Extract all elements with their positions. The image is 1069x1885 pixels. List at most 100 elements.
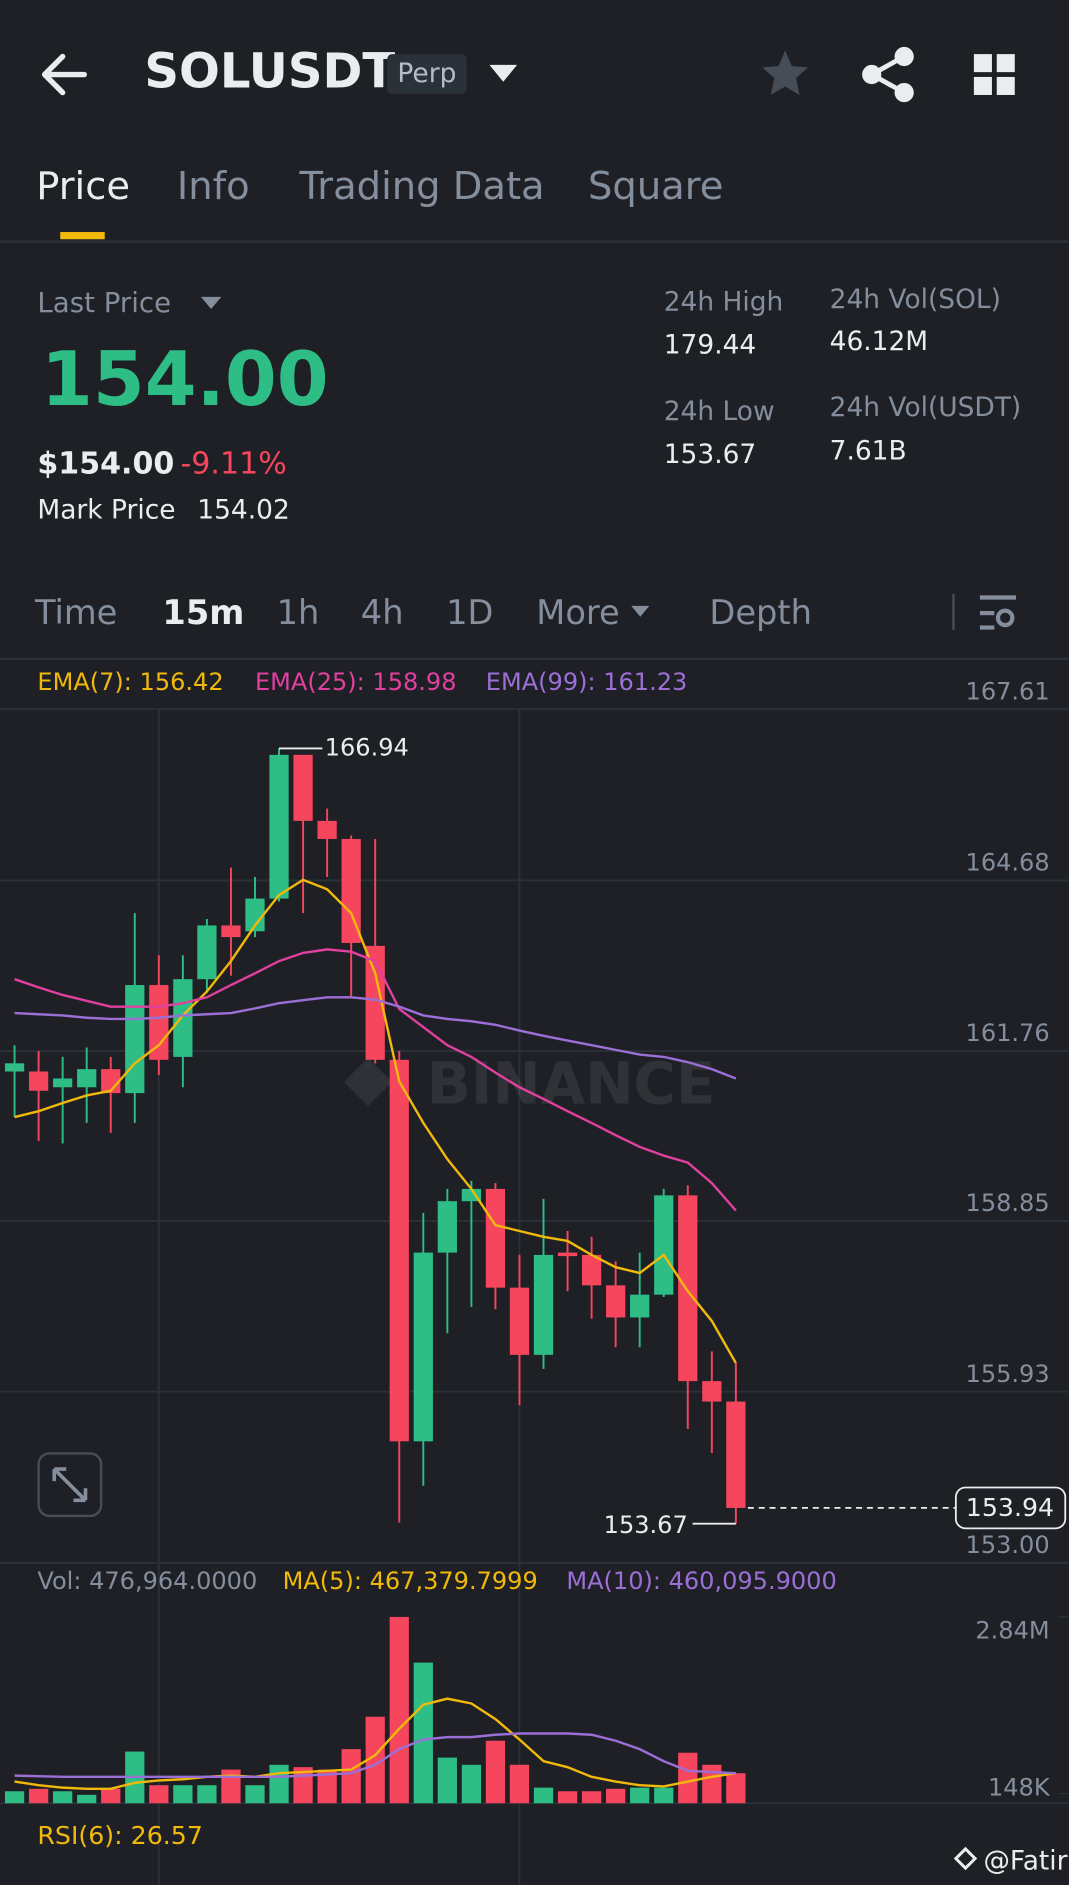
volume-bar bbox=[581, 1791, 602, 1804]
tab[interactable]: Square bbox=[588, 164, 723, 209]
interval[interactable]: Depth bbox=[709, 593, 812, 632]
volume-bar bbox=[437, 1757, 457, 1804]
badge-bg bbox=[387, 54, 467, 94]
volume-bar bbox=[389, 1616, 409, 1804]
tab[interactable]: Trading Data bbox=[298, 164, 544, 209]
mark-price-label: Mark Price bbox=[37, 494, 175, 525]
price-change: -9.11% bbox=[180, 447, 286, 482]
y-tick-label: 158.85 bbox=[966, 1189, 1050, 1217]
last-price-label: Last Price bbox=[37, 286, 171, 319]
volume-bar bbox=[101, 1788, 121, 1804]
volume-bar bbox=[53, 1791, 73, 1804]
interval[interactable]: 1h bbox=[277, 593, 320, 632]
y-tick-label: 167.61 bbox=[966, 677, 1050, 705]
interval[interactable]: More bbox=[536, 593, 619, 632]
candle-body bbox=[389, 1059, 409, 1442]
last-price-dropdown[interactable] bbox=[200, 296, 222, 309]
symbol: SOLUSDT bbox=[144, 44, 395, 100]
candle-body bbox=[293, 754, 313, 821]
candle-body bbox=[341, 838, 361, 943]
stat-label: 24h High bbox=[664, 286, 784, 317]
stat-value: 179.44 bbox=[664, 330, 757, 361]
badge: Perp bbox=[397, 58, 456, 89]
candle-body bbox=[726, 1401, 746, 1508]
stat-label: 24h Low bbox=[664, 396, 775, 427]
credit: @Fatir bbox=[953, 1846, 1068, 1877]
volume-bar bbox=[726, 1773, 746, 1804]
candle-body bbox=[221, 925, 241, 938]
candle-body bbox=[365, 945, 385, 1060]
tab[interactable]: Info bbox=[177, 164, 250, 209]
volume-bar bbox=[702, 1764, 722, 1804]
candle-body bbox=[413, 1252, 433, 1442]
interval[interactable]: Time bbox=[34, 593, 117, 632]
interval[interactable]: 1D bbox=[446, 593, 493, 632]
back-button[interactable] bbox=[41, 53, 87, 96]
y-tick-label: 153.00 bbox=[966, 1531, 1050, 1559]
interval[interactable]: 15m bbox=[162, 593, 244, 632]
legend-entry: MA(5): 467,379.7999 bbox=[283, 1567, 538, 1595]
last-price-box bbox=[954, 1486, 1067, 1530]
expand-button[interactable] bbox=[37, 1452, 103, 1518]
symbol-dropdown[interactable] bbox=[489, 64, 518, 82]
volume-bar bbox=[149, 1785, 169, 1804]
candle-body bbox=[630, 1294, 650, 1318]
volume-bar bbox=[269, 1764, 289, 1804]
y-tick-label: 148K bbox=[988, 1774, 1051, 1802]
more-dropdown[interactable] bbox=[631, 605, 650, 617]
y-tick-label: 2.84M bbox=[975, 1616, 1049, 1644]
mark-price: 154.02 bbox=[197, 494, 290, 525]
candle-body bbox=[28, 1071, 49, 1091]
candle-body bbox=[53, 1078, 73, 1088]
tab[interactable]: Price bbox=[36, 164, 130, 209]
interval[interactable]: 4h bbox=[361, 593, 404, 632]
volume-bar bbox=[365, 1716, 385, 1804]
share-icon[interactable] bbox=[862, 46, 914, 103]
favorite-icon[interactable] bbox=[762, 50, 808, 95]
credit-text: @Fatir bbox=[984, 1846, 1068, 1877]
candle-body bbox=[197, 925, 217, 980]
volume-bar bbox=[630, 1787, 650, 1804]
layout-icon[interactable] bbox=[973, 54, 1015, 95]
settings-icon[interactable] bbox=[979, 595, 1016, 630]
volume-bar bbox=[197, 1785, 217, 1804]
ma-line bbox=[14, 1697, 737, 1791]
last-price: 154.00 bbox=[41, 336, 329, 423]
volume-bar bbox=[317, 1769, 337, 1804]
high-label: 166.94 bbox=[325, 733, 409, 761]
y-tick-label: 164.68 bbox=[966, 849, 1050, 877]
candle-body bbox=[702, 1381, 722, 1402]
volume-bar bbox=[77, 1794, 97, 1804]
ema-line bbox=[14, 878, 737, 1364]
candle-body bbox=[581, 1254, 602, 1286]
usd-price: $154.00 bbox=[37, 447, 174, 482]
legend-entry: EMA(25): 158.98 bbox=[255, 668, 457, 696]
candle-body bbox=[678, 1195, 698, 1382]
candle-body bbox=[557, 1252, 578, 1257]
stat-value: 153.67 bbox=[664, 439, 757, 470]
low-label: 153.67 bbox=[604, 1511, 688, 1539]
volume-bar bbox=[557, 1791, 578, 1804]
watermark: BINANCE bbox=[343, 1050, 715, 1118]
volume-bar bbox=[461, 1764, 482, 1804]
stat-value: 46.12M bbox=[830, 326, 929, 357]
candle-body bbox=[245, 898, 265, 932]
candle-body bbox=[101, 1069, 121, 1094]
volume-bar bbox=[678, 1752, 698, 1804]
volume-bar bbox=[4, 1791, 25, 1804]
candle-body bbox=[654, 1195, 674, 1295]
volume-bar bbox=[245, 1785, 265, 1804]
candle-body bbox=[317, 820, 337, 839]
candle-body bbox=[533, 1254, 554, 1355]
candle-body bbox=[173, 979, 193, 1057]
candle-body bbox=[269, 754, 289, 899]
candle-body bbox=[149, 985, 169, 1060]
candle-body bbox=[77, 1069, 97, 1088]
volume-bar bbox=[654, 1787, 674, 1804]
volume-bar bbox=[485, 1740, 506, 1804]
legend-entry: EMA(7): 156.42 bbox=[37, 668, 223, 696]
volume-bar bbox=[509, 1764, 530, 1804]
y-tick-label: 161.76 bbox=[966, 1019, 1050, 1047]
volume-bar bbox=[606, 1788, 626, 1804]
